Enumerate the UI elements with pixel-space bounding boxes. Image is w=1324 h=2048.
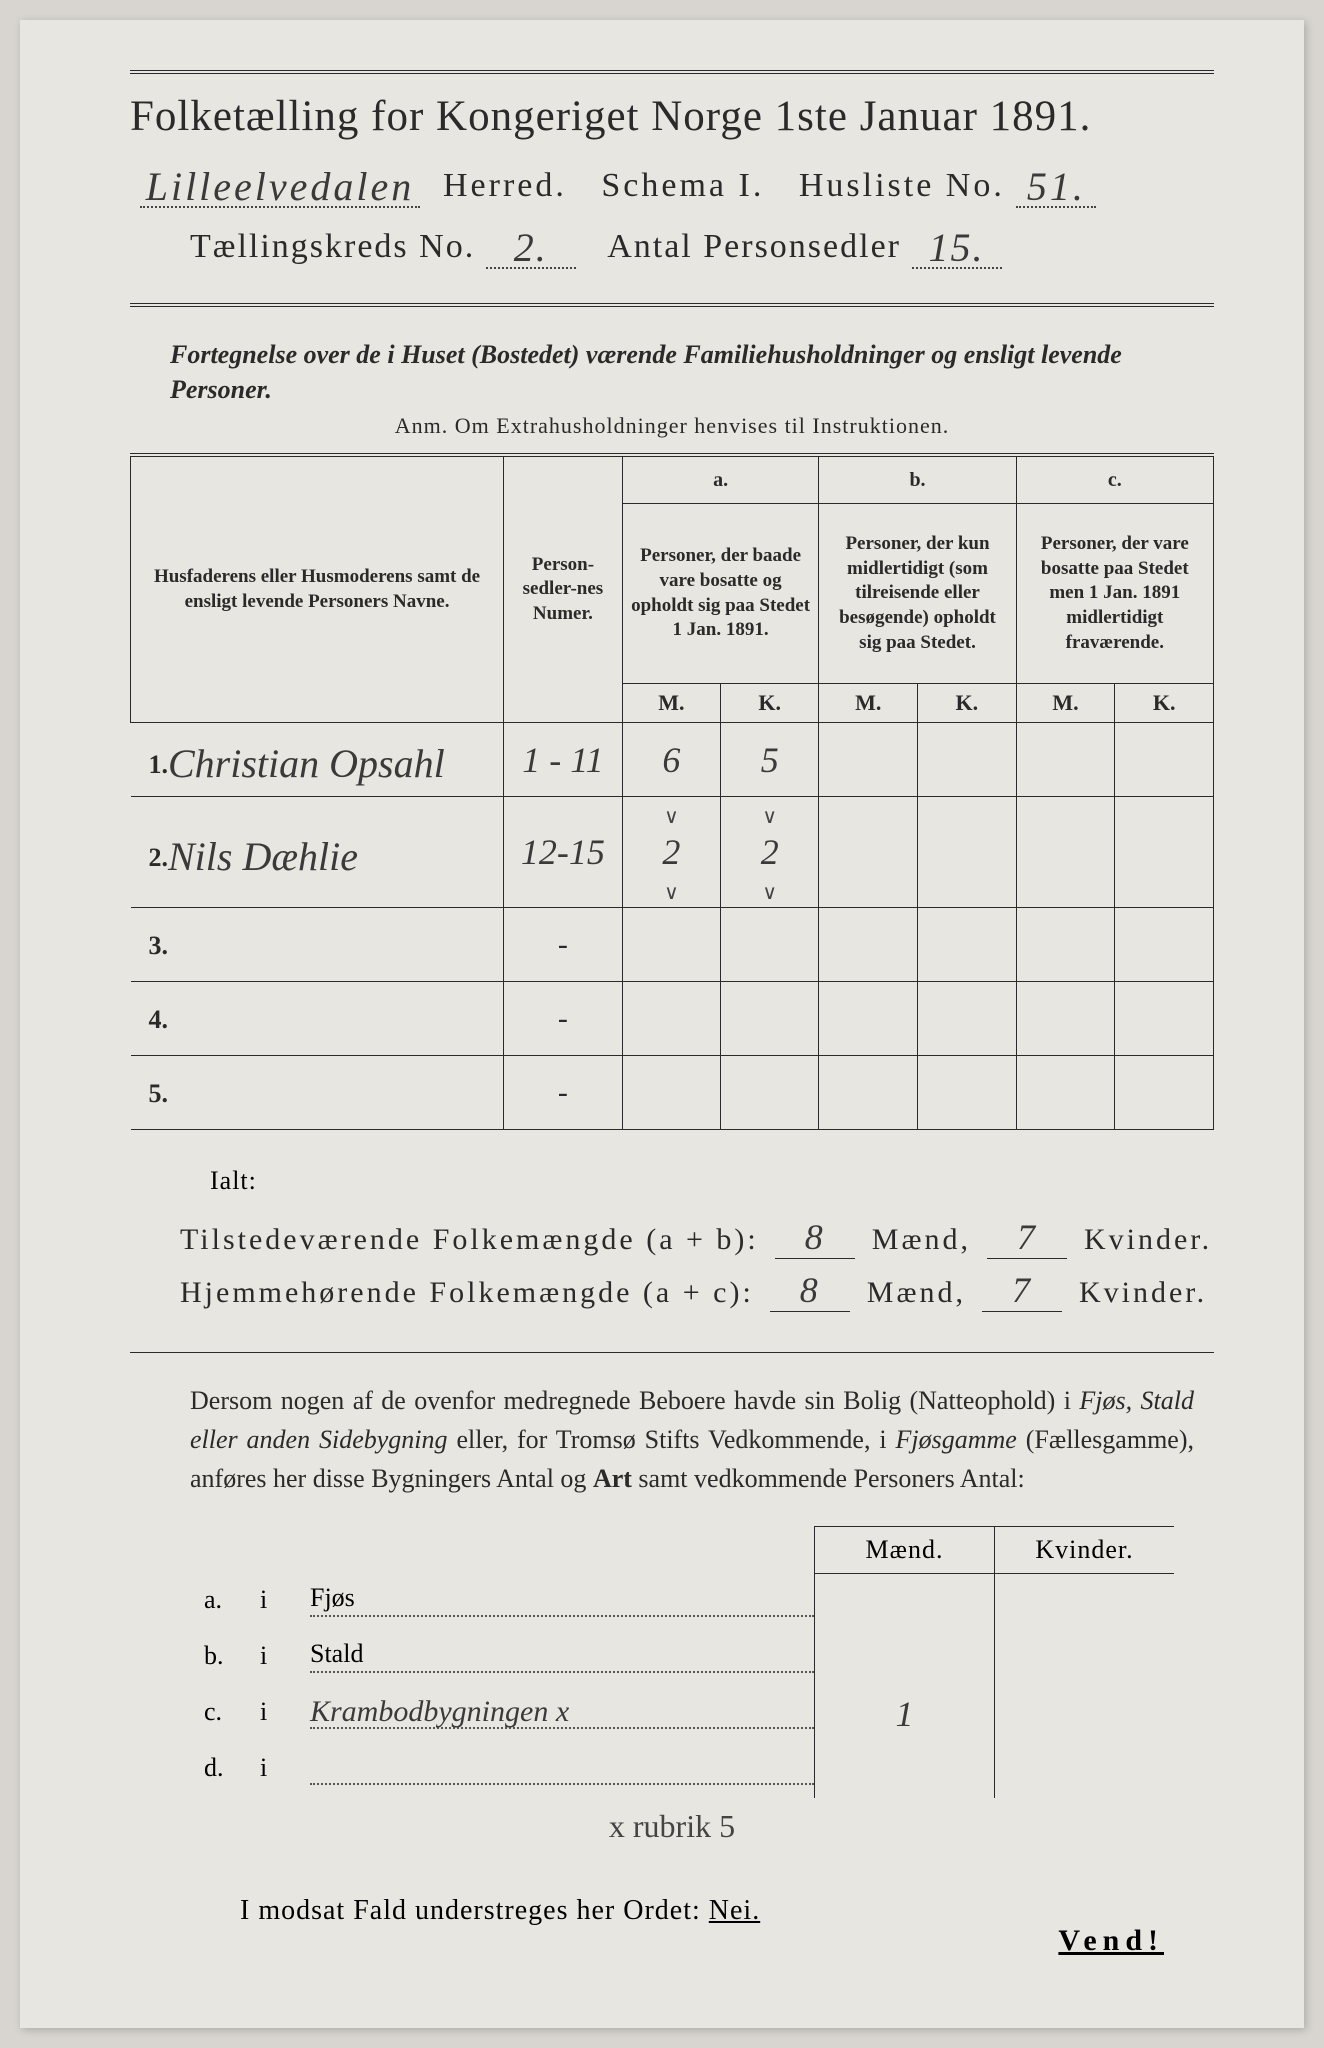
- header-line-3: Tællingskreds No. 2. Antal Personsedler …: [130, 220, 1214, 269]
- col-b-top: b.: [819, 455, 1016, 504]
- form-anm: Anm. Om Extrahusholdninger henvises til …: [130, 413, 1214, 439]
- table-body: 1. Christian Opsahl 1 - 11 6 5 2. Nils D…: [131, 723, 1214, 1130]
- hjemme-line: Hjemmehørende Folkemængde (a + c): 8 Mæn…: [180, 1269, 1214, 1312]
- col-c-top: c.: [1016, 455, 1213, 504]
- header-line-2: Lilleelvedalen Herred. Schema I. Huslist…: [130, 159, 1214, 208]
- col-a-k: K.: [721, 684, 819, 723]
- table-row: 3. -: [131, 908, 1214, 982]
- herred-value: Lilleelvedalen: [146, 164, 415, 209]
- tilstede-k: 7: [1017, 1217, 1038, 1257]
- row1-ak: 5: [761, 740, 779, 780]
- sidebygning-paragraph: Dersom nogen af de ovenfor medregnede Be…: [190, 1381, 1194, 1498]
- form-header: Folketælling for Kongeriget Norge 1ste J…: [130, 70, 1214, 307]
- sb-row-b: b. i Stald: [200, 1628, 814, 1684]
- sidebyg-left: a. i Fjøs b. i Stald c. i Krambodbygning…: [200, 1526, 814, 1798]
- nei-word: Nei.: [709, 1895, 760, 1926]
- col-b-m: M.: [819, 684, 918, 723]
- sidebyg-right: Mænd. Kvinder. 1: [814, 1526, 1174, 1798]
- sb-c-text: Krambodbygningen x: [310, 1695, 569, 1728]
- col-num-header: Person-sedler-nes Numer.: [504, 455, 623, 723]
- row2-ak: 2: [761, 832, 779, 872]
- row1-am: 6: [662, 740, 680, 780]
- husliste-label: Husliste No.: [799, 167, 1005, 204]
- table-row: 5. -: [131, 1056, 1214, 1130]
- tilstede-m: 8: [805, 1217, 826, 1257]
- census-form-page: Folketælling for Kongeriget Norge 1ste J…: [20, 20, 1304, 2028]
- hjemme-m: 8: [800, 1270, 821, 1310]
- schema-label: Schema I.: [601, 167, 764, 204]
- sb-row-c: c. i Krambodbygningen x: [200, 1684, 814, 1740]
- col-a-top: a.: [622, 455, 819, 504]
- table-head: Husfaderens eller Husmoderens samt de en…: [131, 455, 1214, 723]
- ialt-label: Ialt:: [210, 1166, 1214, 1196]
- tilstede-line: Tilstedeværende Folkemængde (a + b): 8 M…: [180, 1216, 1214, 1259]
- husliste-no: 51.: [1027, 164, 1086, 209]
- col-name-header: Husfaderens eller Husmoderens samt de en…: [131, 455, 504, 723]
- row2-num: 12-15: [521, 832, 605, 872]
- sb-row-a: a. i Fjøs: [200, 1572, 814, 1628]
- sb-mk-head: Mænd. Kvinder.: [815, 1526, 1174, 1574]
- kreds-label: Tællingskreds No.: [190, 228, 475, 265]
- col-c-header: Personer, der vare bosatte paa Stedet me…: [1016, 504, 1213, 684]
- row1-num: 1 - 11: [522, 740, 603, 780]
- sb-row-d: d. i: [200, 1740, 814, 1796]
- sidebygning-table: a. i Fjøs b. i Stald c. i Krambodbygning…: [200, 1526, 1174, 1798]
- household-table: Husfaderens eller Husmoderens samt de en…: [130, 453, 1214, 1130]
- antal-value: 15.: [929, 225, 985, 270]
- vend-label: Vend!: [1058, 1924, 1164, 1958]
- sb-c-m: 1: [896, 1694, 914, 1734]
- table-row: 4. -: [131, 982, 1214, 1056]
- hjemme-k: 7: [1012, 1270, 1033, 1310]
- table-row: 1. Christian Opsahl 1 - 11 6 5: [131, 723, 1214, 797]
- herred-label: Herred.: [443, 167, 567, 204]
- antal-label: Antal Personsedler: [607, 228, 901, 265]
- col-a-header: Personer, der baade vare bosatte og opho…: [622, 504, 819, 684]
- row2-am: 2: [662, 832, 680, 872]
- nei-line: I modsat Fald understreges her Ordet: Ne…: [240, 1895, 1214, 1927]
- section-divider: [130, 1352, 1214, 1353]
- form-subtitle: Fortegnelse over de i Huset (Bostedet) v…: [170, 337, 1174, 407]
- col-c-m: M.: [1016, 684, 1115, 723]
- sb-annotation: x rubrik 5: [130, 1808, 1214, 1845]
- col-b-k: K.: [918, 684, 1017, 723]
- row2-name: Nils Dæhlie: [168, 834, 358, 879]
- row1-name: Christian Opsahl: [168, 741, 445, 786]
- col-a-m: M.: [622, 684, 720, 723]
- kreds-no: 2.: [514, 225, 548, 270]
- col-c-k: K.: [1115, 684, 1214, 723]
- table-row: 2. Nils Dæhlie 12-15 ∨2∨ ∨2∨: [131, 797, 1214, 908]
- col-b-header: Personer, der kun midlertidigt (som tilr…: [819, 504, 1016, 684]
- form-title: Folketælling for Kongeriget Norge 1ste J…: [130, 92, 1214, 141]
